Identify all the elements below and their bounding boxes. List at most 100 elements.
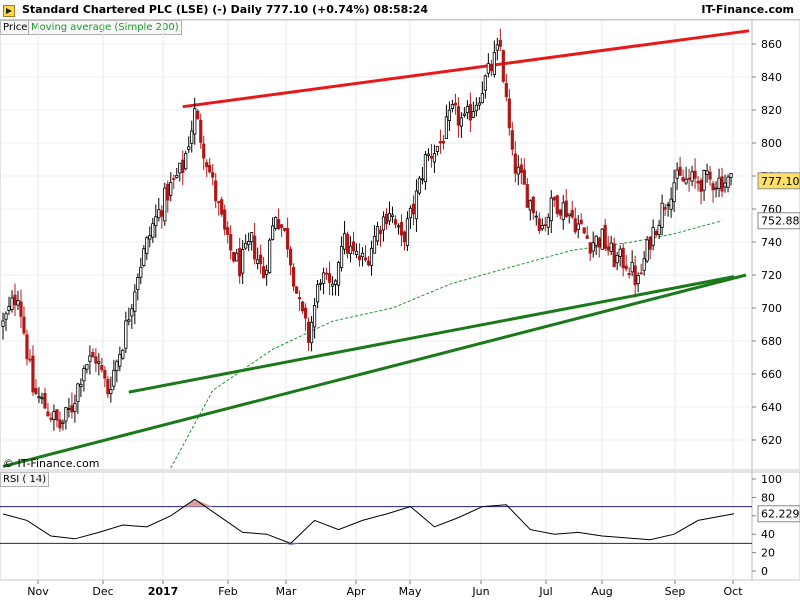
rsi-panel-frame bbox=[0, 471, 800, 581]
candle-body bbox=[247, 240, 251, 246]
candle-body bbox=[295, 286, 299, 294]
candle-body bbox=[510, 130, 514, 150]
candle-body bbox=[720, 176, 724, 192]
candle-body bbox=[82, 368, 86, 382]
price-tick-label: 660 bbox=[761, 368, 782, 381]
candle-body bbox=[426, 153, 431, 156]
candle-body bbox=[190, 130, 194, 144]
candle-body bbox=[621, 247, 625, 269]
x-tick-label: 2017 bbox=[148, 585, 179, 598]
price-tick-label: 820 bbox=[761, 104, 782, 117]
candle-body bbox=[612, 243, 616, 268]
candle-body bbox=[214, 180, 218, 202]
candle-body bbox=[663, 207, 667, 210]
candle-body bbox=[37, 395, 41, 399]
candle-body bbox=[666, 204, 670, 207]
candle-body bbox=[333, 280, 338, 285]
candle-body bbox=[306, 321, 311, 343]
ma-value-label: 752.88 bbox=[761, 215, 800, 228]
candle-body bbox=[94, 356, 98, 364]
candle-body bbox=[280, 224, 284, 228]
candle-body bbox=[312, 305, 317, 328]
candle-body bbox=[55, 409, 59, 421]
candle-body bbox=[591, 242, 595, 252]
candle-body bbox=[79, 383, 83, 387]
candle-body bbox=[600, 228, 604, 250]
rsi-tick-label: 40 bbox=[761, 528, 775, 541]
price-tick-label: 720 bbox=[761, 269, 782, 282]
candle-body bbox=[40, 397, 44, 400]
candle-body bbox=[690, 171, 694, 182]
candle-body bbox=[450, 104, 455, 109]
candle-body bbox=[339, 245, 344, 268]
candle-body bbox=[115, 360, 119, 371]
candle-body bbox=[513, 153, 517, 174]
candle-body bbox=[166, 183, 170, 201]
support-upper-trendline bbox=[128, 275, 735, 394]
last-price-box bbox=[757, 172, 800, 190]
candle-body bbox=[630, 262, 634, 273]
candle-body bbox=[253, 235, 257, 260]
candle-body bbox=[420, 178, 425, 181]
candle-body bbox=[324, 272, 329, 275]
candle-body bbox=[277, 219, 281, 230]
candle-body bbox=[582, 227, 586, 234]
candle-body bbox=[531, 196, 535, 214]
candle-body bbox=[570, 210, 574, 218]
candle-body bbox=[441, 140, 446, 144]
candle-body bbox=[172, 178, 176, 181]
x-tick-label: May bbox=[399, 585, 422, 598]
candle-body bbox=[286, 228, 290, 250]
candle-body bbox=[154, 216, 158, 226]
candle-body bbox=[151, 223, 155, 238]
candle-body bbox=[235, 252, 239, 262]
last-price-label: 777.10 bbox=[761, 175, 800, 188]
brand-label[interactable]: IT-Finance.com bbox=[701, 3, 794, 16]
x-tick-label: Sep bbox=[665, 585, 686, 598]
candle-body bbox=[199, 119, 203, 143]
candle-body bbox=[97, 361, 101, 364]
candle-body bbox=[22, 316, 26, 334]
x-tick-label: Jun bbox=[471, 585, 489, 598]
candle-body bbox=[648, 236, 652, 250]
candle-body bbox=[250, 232, 254, 243]
candle-body bbox=[429, 155, 434, 159]
x-tick-label: Feb bbox=[218, 585, 237, 598]
candle-body bbox=[579, 219, 583, 225]
candle-body bbox=[375, 226, 380, 242]
candle-body bbox=[660, 202, 664, 228]
candle-body bbox=[585, 235, 589, 239]
price-tick-label: 860 bbox=[761, 38, 782, 51]
candle-body bbox=[160, 210, 164, 217]
candle-body bbox=[657, 224, 661, 236]
candle-body bbox=[64, 407, 68, 422]
candle-body bbox=[303, 307, 308, 319]
x-tick-label: Nov bbox=[27, 585, 49, 598]
candle-body bbox=[130, 308, 134, 317]
candle-body bbox=[564, 200, 568, 217]
resistance-trendline bbox=[182, 29, 750, 109]
candle-body bbox=[348, 245, 353, 254]
x-tick-label: Mar bbox=[276, 585, 297, 598]
candle-body bbox=[684, 178, 688, 184]
candle-body bbox=[381, 216, 386, 231]
rsi-line bbox=[2, 498, 735, 544]
candle-body bbox=[321, 272, 326, 284]
candle-body bbox=[483, 75, 487, 91]
candle-body bbox=[681, 177, 685, 182]
candle-body bbox=[615, 254, 619, 264]
candle-body bbox=[256, 259, 260, 264]
candle-body bbox=[133, 291, 137, 312]
candle-body bbox=[507, 98, 511, 129]
rsi-oversold-fill bbox=[284, 543, 300, 546]
candle-body bbox=[492, 52, 496, 75]
candle-body bbox=[292, 266, 296, 287]
candle-body bbox=[537, 218, 541, 231]
candle-body bbox=[103, 369, 107, 379]
candle-body bbox=[717, 177, 721, 189]
candle-body bbox=[516, 166, 520, 175]
candle-body bbox=[588, 242, 592, 254]
chart-header: Standard Chartered PLC (LSE) (-) Daily 7… bbox=[0, 0, 800, 20]
candle-body bbox=[438, 141, 443, 144]
